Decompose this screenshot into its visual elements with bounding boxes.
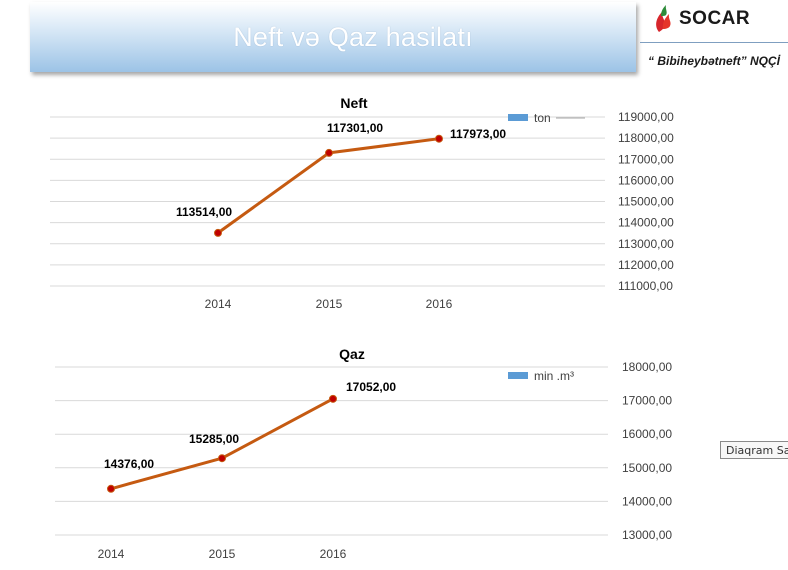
data-label: 17052,00 (346, 380, 396, 394)
data-label: 14376,00 (104, 457, 154, 471)
data-point (325, 148, 333, 157)
data-label: 113514,00 (176, 205, 232, 219)
y-tick-label: 14000,00 (622, 494, 672, 508)
x-tick-label: 2016 (320, 547, 347, 561)
y-tick-label: 114000,00 (618, 216, 674, 230)
x-tick-label: 2016 (426, 297, 453, 311)
flame-icon (656, 5, 671, 32)
x-tick-label: 2015 (209, 547, 236, 561)
data-point (218, 454, 226, 463)
header-divider (640, 42, 788, 43)
y-tick-label: 116000,00 (618, 173, 674, 187)
title-banner: Neft və Qaz hasilatı (30, 2, 636, 72)
company-name: “ Bibiheybətneft” NQÇİ (648, 54, 781, 68)
legend-label: min .m³ (534, 369, 574, 383)
legend-swatch (508, 372, 528, 379)
slide-title: Neft və Qaz hasilatı (233, 21, 473, 52)
socar-logo: SOCAR (653, 2, 750, 36)
x-tick-label: 2014 (205, 297, 232, 311)
logo-text: SOCAR (679, 8, 751, 29)
y-tick-label: 16000,00 (622, 427, 672, 441)
legend-swatch (508, 114, 528, 121)
x-tick-label: 2014 (98, 547, 125, 561)
y-tick-label: 15000,00 (622, 461, 672, 475)
data-label: 117301,00 (327, 121, 383, 135)
chart-title: Qaz (339, 346, 365, 362)
data-label: 117973,00 (450, 127, 506, 141)
data-label: 15285,00 (189, 432, 239, 446)
y-tick-label: 113000,00 (618, 237, 674, 251)
y-tick-label: 112000,00 (618, 258, 674, 272)
y-tick-label: 118000,00 (618, 131, 674, 145)
y-tick-label: 115000,00 (618, 195, 674, 209)
x-tick-label: 2015 (316, 297, 343, 311)
data-point (435, 134, 443, 143)
y-tick-label: 111000,00 (618, 279, 673, 293)
data-point (107, 484, 115, 493)
data-point (329, 394, 337, 403)
data-point (214, 228, 222, 237)
y-tick-label: 119000,00 (618, 110, 674, 124)
legend-label: ton (534, 111, 551, 125)
y-tick-label: 17000,00 (622, 394, 672, 408)
chart-area-tooltip: Diaqram Sahəsi (720, 441, 788, 459)
y-tick-label: 117000,00 (618, 152, 674, 166)
y-tick-label: 18000,00 (622, 360, 672, 374)
chart-title: Neft (340, 95, 368, 111)
y-tick-label: 13000,00 (622, 528, 672, 542)
